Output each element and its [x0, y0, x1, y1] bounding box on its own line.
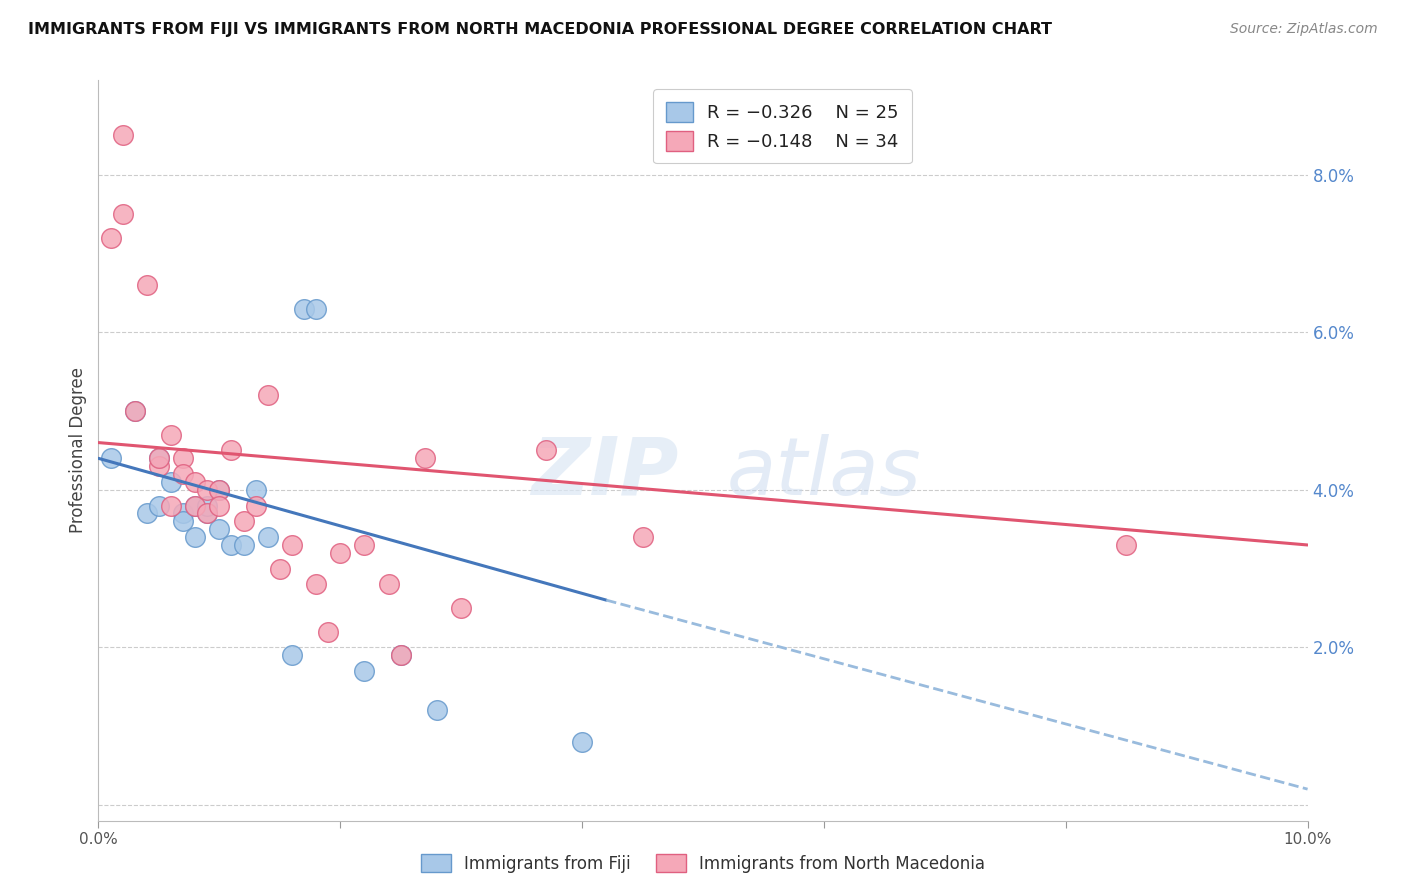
Point — [450, 601, 472, 615]
Point — [111, 128, 134, 143]
Point — [305, 301, 328, 316]
Point — [281, 538, 304, 552]
Point — [389, 648, 412, 663]
Point — [184, 475, 207, 489]
Point — [281, 648, 304, 663]
Point — [195, 507, 218, 521]
Point — [172, 451, 194, 466]
Legend: R = −0.326    N = 25, R = −0.148    N = 34: R = −0.326 N = 25, R = −0.148 N = 34 — [654, 89, 911, 163]
Text: IMMIGRANTS FROM FIJI VS IMMIGRANTS FROM NORTH MACEDONIA PROFESSIONAL DEGREE CORR: IMMIGRANTS FROM FIJI VS IMMIGRANTS FROM … — [28, 22, 1052, 37]
Point — [148, 499, 170, 513]
Point — [571, 735, 593, 749]
Point — [208, 483, 231, 497]
Point — [221, 538, 243, 552]
Point — [245, 499, 267, 513]
Point — [329, 546, 352, 560]
Point — [111, 207, 134, 221]
Point — [534, 443, 557, 458]
Point — [124, 404, 146, 418]
Point — [148, 451, 170, 466]
Point — [256, 530, 278, 544]
Point — [389, 648, 412, 663]
Point — [413, 451, 436, 466]
Text: atlas: atlas — [727, 434, 922, 512]
Point — [245, 483, 267, 497]
Point — [184, 530, 207, 544]
Point — [208, 483, 231, 497]
Legend: Immigrants from Fiji, Immigrants from North Macedonia: Immigrants from Fiji, Immigrants from No… — [415, 847, 991, 880]
Point — [316, 624, 339, 639]
Point — [377, 577, 399, 591]
Point — [353, 664, 375, 678]
Point — [305, 577, 328, 591]
Point — [208, 522, 231, 536]
Point — [232, 514, 254, 528]
Point — [426, 703, 449, 717]
Point — [100, 231, 122, 245]
Point — [135, 507, 157, 521]
Point — [195, 507, 218, 521]
Point — [353, 538, 375, 552]
Point — [160, 475, 183, 489]
Point — [184, 499, 207, 513]
Point — [631, 530, 654, 544]
Point — [1115, 538, 1137, 552]
Point — [135, 278, 157, 293]
Point — [292, 301, 315, 316]
Point — [148, 451, 170, 466]
Point — [160, 427, 183, 442]
Point — [172, 514, 194, 528]
Point — [269, 561, 291, 575]
Point — [256, 388, 278, 402]
Point — [184, 499, 207, 513]
Text: Source: ZipAtlas.com: Source: ZipAtlas.com — [1230, 22, 1378, 37]
Point — [172, 467, 194, 481]
Point — [221, 443, 243, 458]
Point — [100, 451, 122, 466]
Point — [232, 538, 254, 552]
Point — [172, 507, 194, 521]
Point — [124, 404, 146, 418]
Point — [160, 499, 183, 513]
Text: ZIP: ZIP — [531, 434, 679, 512]
Y-axis label: Professional Degree: Professional Degree — [69, 368, 87, 533]
Point — [195, 483, 218, 497]
Point — [148, 459, 170, 474]
Point — [208, 499, 231, 513]
Point — [195, 499, 218, 513]
